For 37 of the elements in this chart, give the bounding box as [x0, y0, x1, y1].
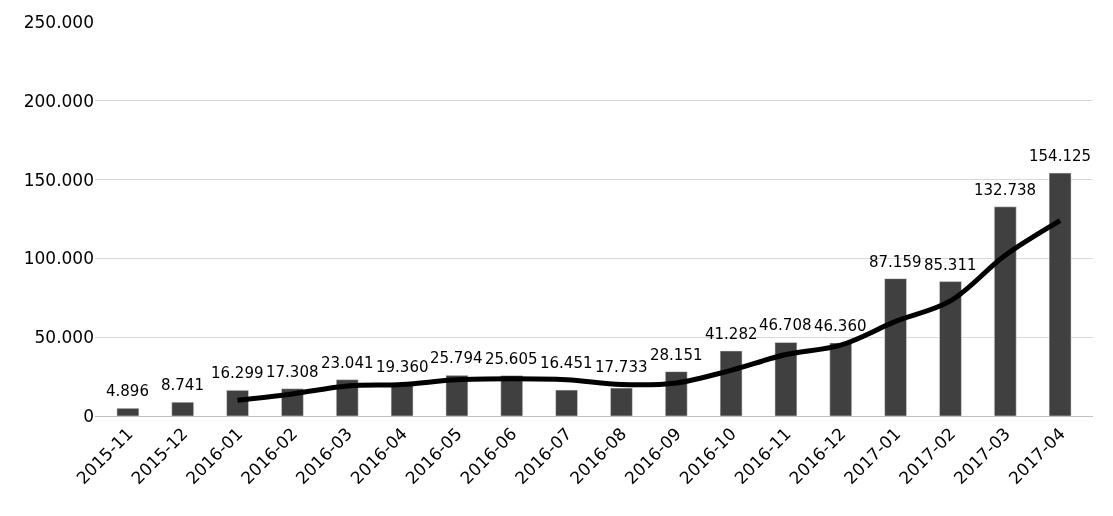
data-label: 4.896 — [106, 382, 149, 400]
bar — [939, 281, 962, 416]
data-label: 41.282 — [705, 325, 758, 343]
bar — [116, 408, 140, 416]
data-label: 17.308 — [266, 363, 319, 381]
bar — [774, 342, 798, 416]
data-label: 46.360 — [814, 317, 867, 335]
data-label: 25.605 — [485, 350, 538, 368]
data-label: 28.151 — [650, 346, 703, 364]
data-label: 23.041 — [321, 354, 374, 372]
data-label: 132.738 — [974, 181, 1037, 199]
y-tick-label: 150.000 — [23, 169, 94, 190]
data-label: 154.125 — [1029, 147, 1092, 165]
data-label: 8.741 — [161, 376, 204, 394]
data-label: 16.299 — [211, 364, 264, 382]
y-tick-label: 250.000 — [23, 11, 94, 32]
bar — [719, 350, 743, 416]
y-tick-label: 100.000 — [23, 248, 94, 269]
y-tick-label: 50.000 — [34, 327, 94, 348]
bar — [884, 278, 907, 416]
data-label: 19.360 — [376, 358, 429, 376]
data-label: 85.311 — [924, 256, 977, 274]
bar — [226, 390, 249, 416]
bar — [829, 342, 852, 416]
bar — [171, 401, 194, 416]
bar — [555, 389, 578, 416]
bar — [1048, 172, 1072, 416]
y-tick-label: 200.000 — [23, 90, 94, 111]
y-tick-label: 0 — [83, 405, 94, 426]
bar — [610, 387, 633, 416]
data-label: 87.159 — [869, 253, 922, 271]
data-label: 25.794 — [430, 349, 483, 367]
data-label: 16.451 — [540, 354, 593, 372]
bar — [390, 385, 414, 416]
bar — [994, 206, 1017, 416]
data-label: 46.708 — [759, 316, 812, 334]
data-label: 17.733 — [595, 358, 648, 376]
